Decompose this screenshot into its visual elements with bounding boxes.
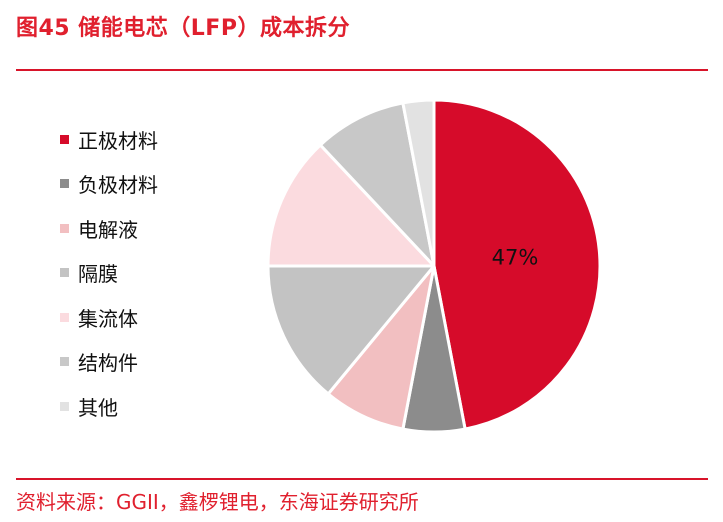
legend-item: 其他: [60, 391, 118, 421]
legend-swatch: [60, 268, 69, 277]
legend-label: 隔膜: [78, 262, 118, 286]
legend-item: 负极材料: [60, 169, 158, 199]
legend-swatch: [60, 312, 69, 322]
legend-item: 结构件: [60, 347, 138, 377]
legend-label: 结构件: [78, 351, 138, 375]
pie-slice-4: [266, 264, 436, 396]
pie-slice-1: [432, 98, 602, 431]
legend-label: 集流体: [78, 306, 138, 331]
legend-swatch: [60, 357, 69, 366]
figure-title: 图45 储能电芯（LFP）成本拆分: [16, 16, 350, 41]
pie-slice-6: [318, 101, 436, 268]
title-divider: [16, 69, 708, 71]
legend-swatch: [60, 401, 69, 411]
chart-legend: 正极材料负极材料电解液隔膜集流体结构件其他: [60, 124, 240, 424]
legend-item: 隔膜: [60, 258, 118, 288]
pie-slice-5: [266, 143, 436, 268]
legend-item: 正极材料: [60, 124, 158, 154]
legend-label: 负极材料: [78, 173, 158, 197]
legend-swatch: [60, 134, 69, 144]
legend-swatch: [60, 223, 69, 233]
legend-label: 正极材料: [78, 128, 158, 153]
legend-item: 集流体: [60, 302, 138, 332]
source-divider: [16, 478, 708, 480]
legend-label: 电解液: [78, 217, 138, 242]
legend-item: 电解液: [60, 213, 138, 243]
pie-slice-7: [401, 98, 436, 268]
legend-label: 其他: [78, 395, 118, 420]
legend-swatch: [60, 179, 69, 188]
pie-data-label: 47%: [492, 245, 539, 269]
source-note: 资料来源：GGII，鑫椤锂电，东海证券研究所: [16, 490, 419, 514]
